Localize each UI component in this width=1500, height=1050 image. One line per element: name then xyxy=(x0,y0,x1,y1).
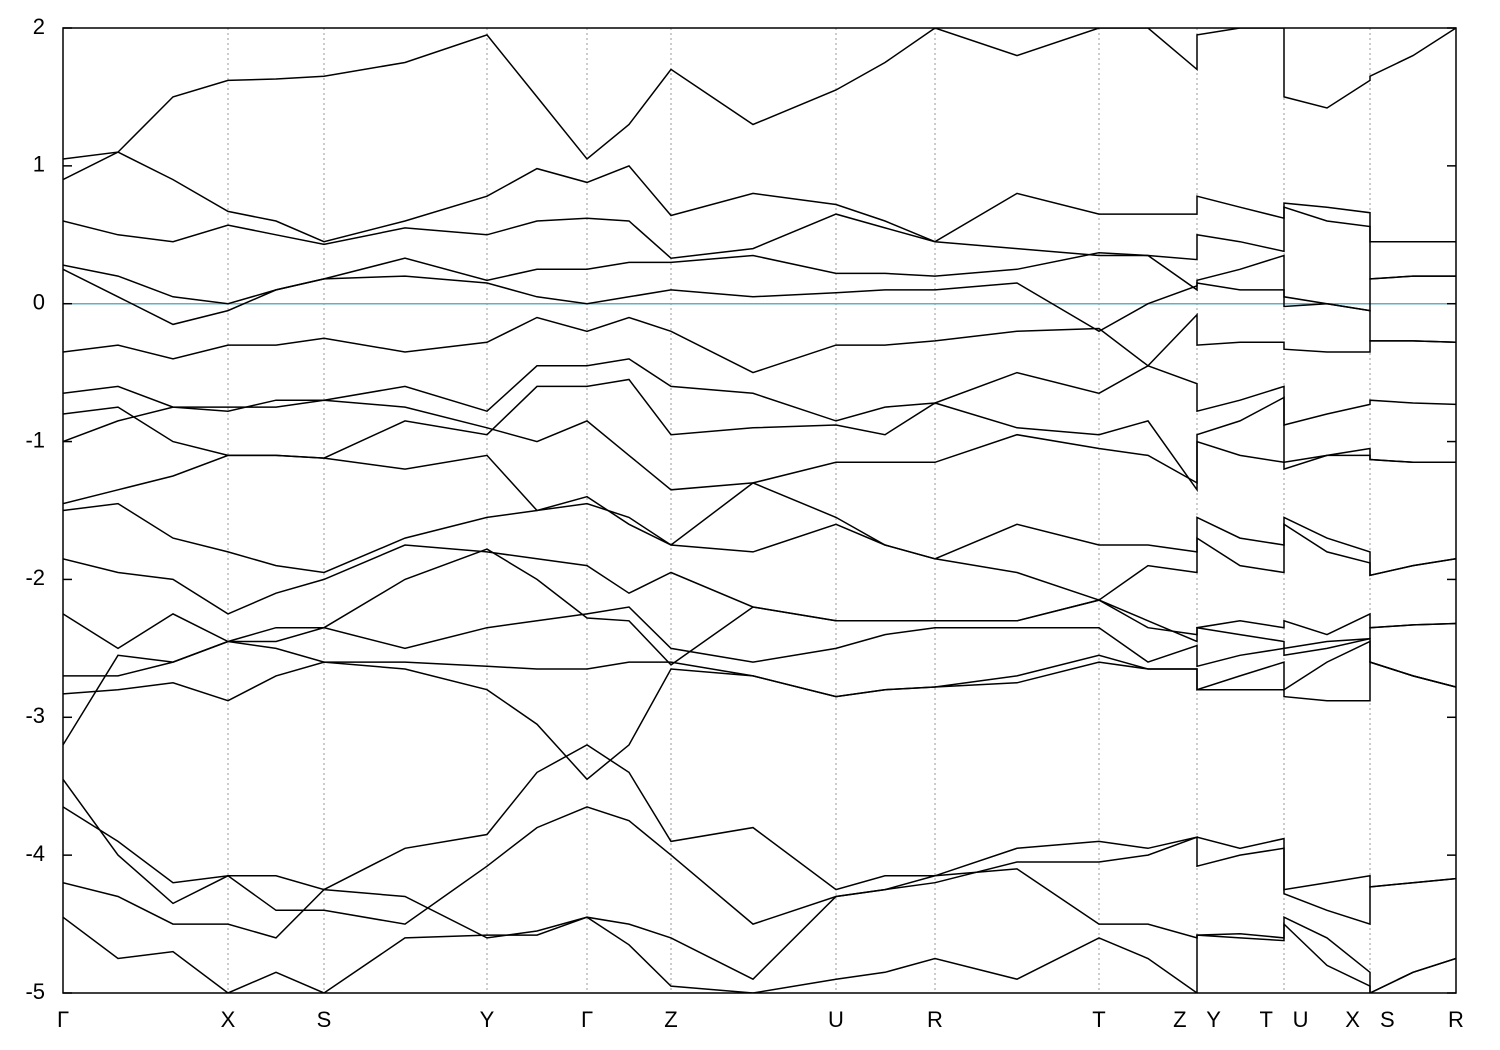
x-tick-label: R xyxy=(927,1007,943,1032)
y-tick-label: 1 xyxy=(33,152,45,177)
grid xyxy=(227,28,1371,993)
y-tick-label: -4 xyxy=(25,841,45,866)
x-tick-label: Y xyxy=(480,1007,495,1032)
bands xyxy=(63,28,1456,993)
band-line xyxy=(63,868,1456,993)
x-tick-label: T xyxy=(1092,1007,1105,1032)
band-line xyxy=(63,606,1456,688)
band-line xyxy=(63,151,1456,243)
x-tick-label: R xyxy=(1448,1007,1464,1032)
band-line xyxy=(63,744,1456,905)
band-line xyxy=(63,268,1456,344)
x-tick-label: X xyxy=(221,1007,236,1032)
y-tick-label: 2 xyxy=(33,14,45,39)
x-tick-label: T U xyxy=(1259,1007,1308,1032)
band-line xyxy=(63,640,1456,698)
x-tick-label: Z xyxy=(664,1007,677,1032)
y-tick-label: -1 xyxy=(25,427,45,452)
band-line xyxy=(63,661,1456,781)
x-tick-label: Γ xyxy=(581,1007,593,1032)
band-line xyxy=(63,916,1456,993)
band-line xyxy=(63,806,1456,926)
band-line xyxy=(63,206,1456,280)
band-line xyxy=(63,548,1456,746)
band-line xyxy=(63,251,1456,312)
y-tick-label: -3 xyxy=(25,703,45,728)
band-line xyxy=(63,454,1456,577)
y-tick-label: -5 xyxy=(25,979,45,1004)
y-tick-label: -2 xyxy=(25,565,45,590)
x-tick-label: Z Y xyxy=(1173,1007,1221,1032)
band-line xyxy=(63,544,1456,636)
band-line xyxy=(63,399,1456,491)
y-tick-label: 0 xyxy=(33,290,45,315)
band-line xyxy=(63,495,1456,601)
band-line xyxy=(63,28,1456,161)
x-tick-label: Γ xyxy=(57,1007,69,1032)
x-tick-label: U xyxy=(828,1007,844,1032)
plot-frame xyxy=(62,27,1457,994)
labels: -5 -4 -3 -2 -1 0 1 2 Γ X S Y Γ Z U R T Z Y T U X S R xyxy=(25,14,1464,1032)
x-tick-label: S xyxy=(317,1007,332,1032)
x-tick-label: X S xyxy=(1345,1007,1394,1032)
band-line xyxy=(63,358,1456,426)
band-line xyxy=(63,312,1456,374)
